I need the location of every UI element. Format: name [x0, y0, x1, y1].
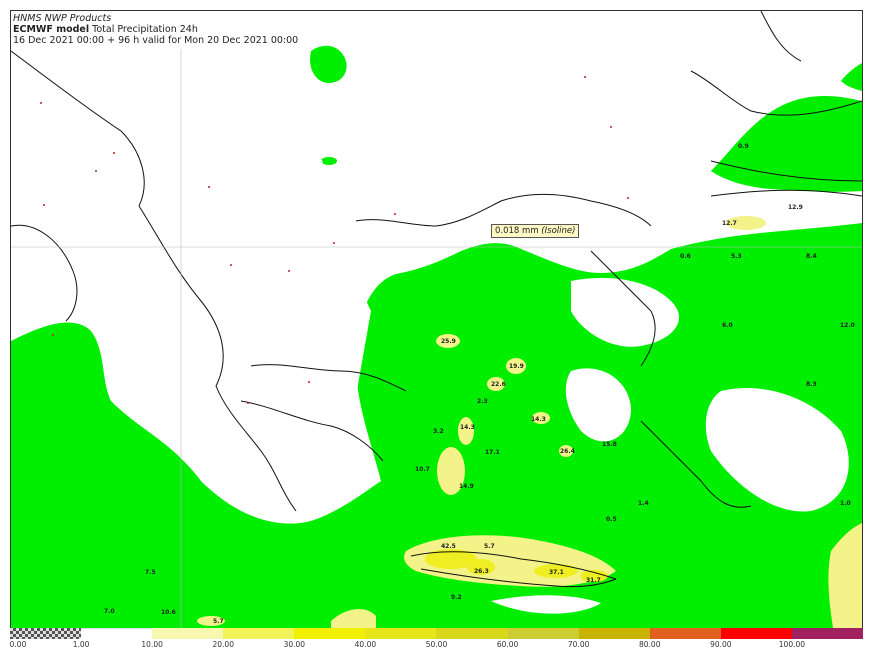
tooltip-note: (Isoline) [541, 226, 576, 236]
legend-label: 60.00 [496, 640, 519, 649]
legend-label: 40.00 [354, 640, 377, 649]
value-label: 3.2 [433, 428, 444, 435]
value-label: 5.7 [484, 543, 495, 550]
legend-label: 20.00 [212, 640, 234, 649]
value-label: 6.0 [722, 322, 733, 329]
precip-heavy-areas [425, 549, 608, 582]
value-label: 14.9 [459, 483, 474, 490]
value-label: 10.6 [161, 609, 176, 616]
precipitation-map: 25.9 19.9 22.6 2.3 14.3 10.7 14.9 5.7 42… [11, 11, 862, 628]
value-label: 26.4 [560, 448, 575, 455]
value-label: 0.6 [680, 253, 691, 260]
legend-labels: 0.00 1.00 10.00 20.00 30.00 40.00 50.00 60.00 70… [10, 640, 863, 652]
value-label: 17.1 [485, 449, 500, 456]
station-markers [40, 76, 629, 404]
legend-swatch [365, 628, 437, 639]
value-label: 8.4 [806, 253, 817, 260]
legend-swatch [649, 628, 721, 639]
map-header: HNMS NWP Products ECMWF model Total Prec… [11, 11, 303, 49]
model-name: ECMWF model [13, 24, 90, 35]
legend-label: 80.00 [639, 640, 661, 649]
legend-swatch [223, 628, 295, 639]
legend-label: 1.00 [72, 640, 90, 649]
value-label: 15.8 [602, 441, 617, 448]
value-label: 1.0 [840, 500, 851, 507]
value-label: 7.0 [104, 608, 115, 615]
legend-label: 0.00 [9, 640, 27, 649]
legend-swatch [436, 628, 508, 639]
map-frame: 25.9 19.9 22.6 2.3 14.3 10.7 14.9 5.7 42… [10, 10, 863, 629]
legend-label: 100.00 [778, 640, 806, 649]
value-label: 10.7 [415, 466, 430, 473]
model-line: ECMWF model Total Precipitation 24h [13, 24, 298, 35]
value-label: 12.9 [788, 204, 803, 211]
legend-label: 90.00 [710, 640, 732, 649]
color-legend [10, 628, 863, 640]
value-label: 9.2 [451, 594, 462, 601]
value-label: 42.5 [441, 543, 456, 550]
value-label: 14.3 [531, 416, 546, 423]
value-tooltip: 0.018 mm (Isoline) [491, 224, 580, 238]
legend-label: 10.00 [141, 640, 163, 649]
value-label: 5.3 [731, 253, 742, 260]
legend-swatch [294, 628, 366, 639]
product-title: HNMS NWP Products [13, 13, 112, 24]
value-label: 2.3 [477, 398, 488, 405]
legend-swatch [578, 628, 650, 639]
legend-swatch [507, 628, 579, 639]
legend-swatch [152, 628, 224, 639]
legend-swatch [10, 628, 82, 639]
legend-swatch [720, 628, 792, 639]
legend-label: 50.00 [425, 640, 448, 649]
value-label: 26.3 [474, 568, 489, 575]
legend-swatch [81, 628, 153, 640]
value-label: 12.7 [722, 220, 737, 227]
value-label: 7.5 [145, 569, 156, 576]
no-precip-areas [11, 11, 862, 614]
legend-label: 70.00 [567, 640, 590, 649]
value-label: 25.9 [441, 338, 456, 345]
coastlines [11, 11, 862, 588]
value-label: 0.5 [606, 516, 617, 523]
value-label: 8.3 [806, 381, 817, 388]
value-label: 22.6 [491, 381, 506, 388]
value-label: 14.3 [460, 424, 475, 431]
value-label: 37.1 [549, 569, 564, 576]
value-label: 19.9 [509, 363, 524, 370]
value-label: 12.0 [840, 322, 855, 329]
graticule [11, 11, 862, 628]
tooltip-value: 0.018 mm [495, 226, 539, 236]
value-label: 5.7 [213, 618, 224, 625]
legend-swatch [791, 628, 863, 639]
value-labels: 25.9 19.9 22.6 2.3 14.3 10.7 14.9 5.7 42… [104, 143, 855, 625]
value-label: 31.7 [586, 577, 601, 584]
legend-label: 30.00 [283, 640, 306, 649]
field-name: Total Precipitation 24h [92, 24, 198, 35]
value-label: 1.4 [638, 500, 649, 507]
run-line: 16 Dec 2021 00:00 + 96 h valid for Mon 2… [13, 35, 299, 46]
value-label: 0.9 [738, 143, 749, 150]
